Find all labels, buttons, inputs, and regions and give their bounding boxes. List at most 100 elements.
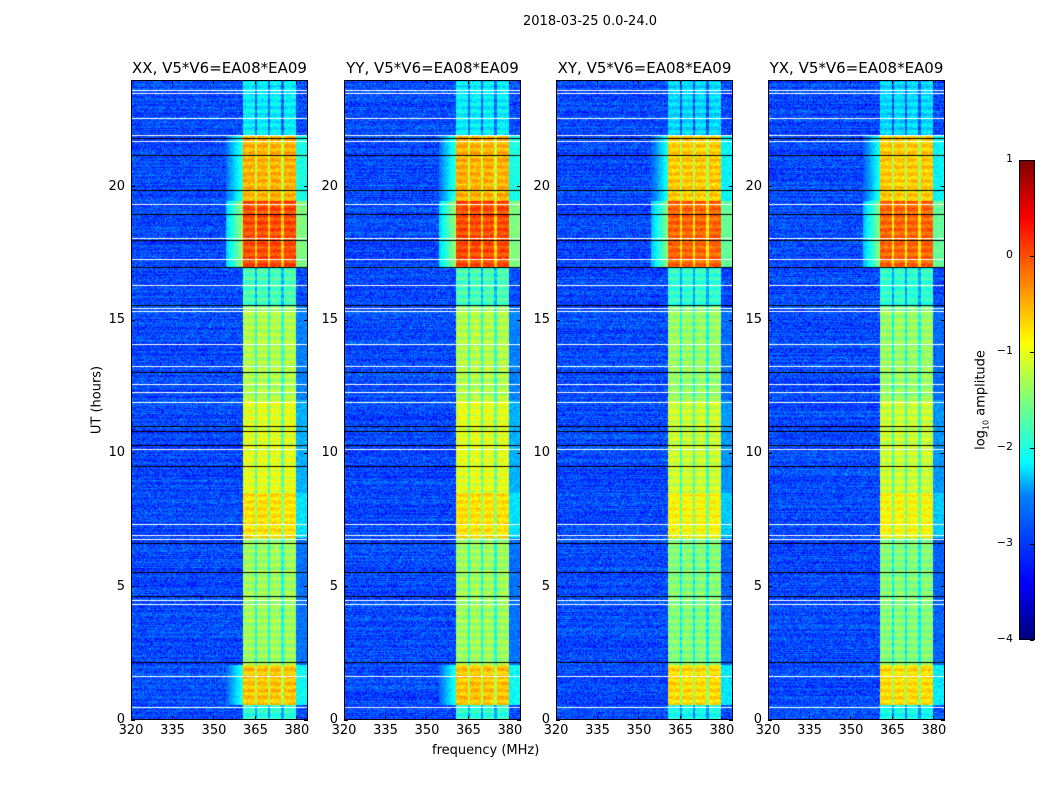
y-tick-mark <box>517 586 521 588</box>
y-tick-mark <box>131 586 135 588</box>
colorbar-tick-label: 0 <box>1006 248 1013 261</box>
x-tick-label: 335 <box>373 723 398 738</box>
y-tick-label: 10 <box>321 445 338 461</box>
x-tick-label: 350 <box>201 723 227 738</box>
x-tick-mark <box>426 716 428 720</box>
y-tick-label: 10 <box>745 445 762 461</box>
y-tick-mark <box>517 452 521 454</box>
y-tick-mark <box>517 719 521 721</box>
colorbar-tick-mark <box>1030 351 1034 353</box>
x-tick-label: 365 <box>880 723 905 738</box>
x-tick-mark <box>596 80 598 84</box>
x-tick-mark <box>171 716 173 720</box>
y-tick-mark <box>517 319 521 321</box>
x-tick-mark <box>638 80 640 84</box>
x-tick-mark <box>721 716 723 720</box>
y-tick-mark <box>304 319 308 321</box>
y-tick-mark <box>941 319 945 321</box>
x-tick-label: 365 <box>668 723 693 738</box>
y-tick-mark <box>729 186 733 188</box>
x-tick-mark <box>767 716 769 720</box>
x-tick-mark <box>767 80 769 84</box>
x-tick-label: 365 <box>456 723 481 738</box>
x-tick-mark <box>850 716 852 720</box>
y-tick-mark <box>768 186 772 188</box>
colorbar-tick-mark <box>1030 255 1034 257</box>
colorbar-label-suffix: amplitude <box>973 350 989 420</box>
y-tick-label: 15 <box>745 312 762 327</box>
x-tick-mark <box>891 716 893 720</box>
y-tick-label: 20 <box>533 178 550 194</box>
x-tick-mark <box>596 716 598 720</box>
x-tick-mark <box>343 80 345 84</box>
colorbar-label: log10 amplitude <box>974 350 991 450</box>
spectrogram-image <box>769 81 944 719</box>
x-tick-mark <box>426 80 428 84</box>
x-tick-label: 350 <box>626 723 652 738</box>
y-tick-mark <box>768 586 772 588</box>
x-tick-mark <box>171 80 173 84</box>
x-tick-label: 335 <box>797 723 822 738</box>
y-tick-mark <box>304 186 308 188</box>
colorbar-tick-mark <box>1030 543 1034 545</box>
colorbar <box>1019 160 1035 640</box>
x-tick-mark <box>343 716 345 720</box>
colorbar-label-sub: 10 <box>981 419 991 431</box>
x-tick-label: 320 <box>755 723 781 738</box>
x-tick-mark <box>254 716 256 720</box>
y-tick-label: 15 <box>321 312 338 327</box>
y-tick-label: 5 <box>753 578 762 594</box>
colorbar-tick-label: −2 <box>996 440 1013 453</box>
y-tick-mark <box>344 319 348 321</box>
y-tick-label: 20 <box>321 178 338 194</box>
y-tick-mark <box>941 586 945 588</box>
y-tick-label: 5 <box>116 578 125 594</box>
x-tick-mark <box>891 80 893 84</box>
y-tick-label: 0 <box>116 712 125 727</box>
y-tick-mark <box>768 719 772 721</box>
x-tick-mark <box>384 80 386 84</box>
x-tick-mark <box>213 716 215 720</box>
spectrogram-panel <box>768 80 945 720</box>
y-tick-mark <box>131 719 135 721</box>
x-tick-mark <box>509 716 511 720</box>
x-tick-label: 320 <box>543 723 569 738</box>
y-tick-label: 20 <box>108 178 125 194</box>
colorbar-tick-label: 1 <box>1006 152 1013 165</box>
y-tick-label: 5 <box>329 578 338 594</box>
x-tick-mark <box>555 80 557 84</box>
spectrogram-image <box>557 81 732 719</box>
y-tick-label: 20 <box>745 178 762 194</box>
y-tick-mark <box>941 186 945 188</box>
panel-title: XX, V5*V6=EA08*EA09 <box>132 59 307 77</box>
x-tick-mark <box>808 716 810 720</box>
panel-title: YY, V5*V6=EA08*EA09 <box>346 59 519 77</box>
x-tick-mark <box>933 80 935 84</box>
y-tick-mark <box>729 319 733 321</box>
x-tick-label: 335 <box>160 723 185 738</box>
x-tick-mark <box>254 80 256 84</box>
y-axis-label: UT (hours) <box>89 365 105 435</box>
x-tick-mark <box>509 80 511 84</box>
y-tick-mark <box>344 586 348 588</box>
y-tick-mark <box>729 586 733 588</box>
y-tick-mark <box>344 452 348 454</box>
y-tick-label: 10 <box>108 445 125 461</box>
figure-title: 2018-03-25 0.0-24.0 <box>523 14 657 29</box>
x-tick-label: 380 <box>921 723 947 738</box>
x-tick-label: 350 <box>414 723 440 738</box>
x-tick-mark <box>130 716 132 720</box>
colorbar-tick-mark <box>1030 639 1034 641</box>
y-tick-mark <box>768 452 772 454</box>
spectrogram-panel <box>131 80 308 720</box>
x-tick-label: 350 <box>838 723 864 738</box>
y-tick-mark <box>304 719 308 721</box>
y-tick-mark <box>304 586 308 588</box>
panel-title: YX, V5*V6=EA08*EA09 <box>769 59 944 77</box>
y-tick-mark <box>941 719 945 721</box>
y-tick-mark <box>729 452 733 454</box>
x-tick-label: 365 <box>243 723 268 738</box>
x-tick-label: 380 <box>709 723 735 738</box>
y-tick-mark <box>729 719 733 721</box>
y-tick-mark <box>344 186 348 188</box>
